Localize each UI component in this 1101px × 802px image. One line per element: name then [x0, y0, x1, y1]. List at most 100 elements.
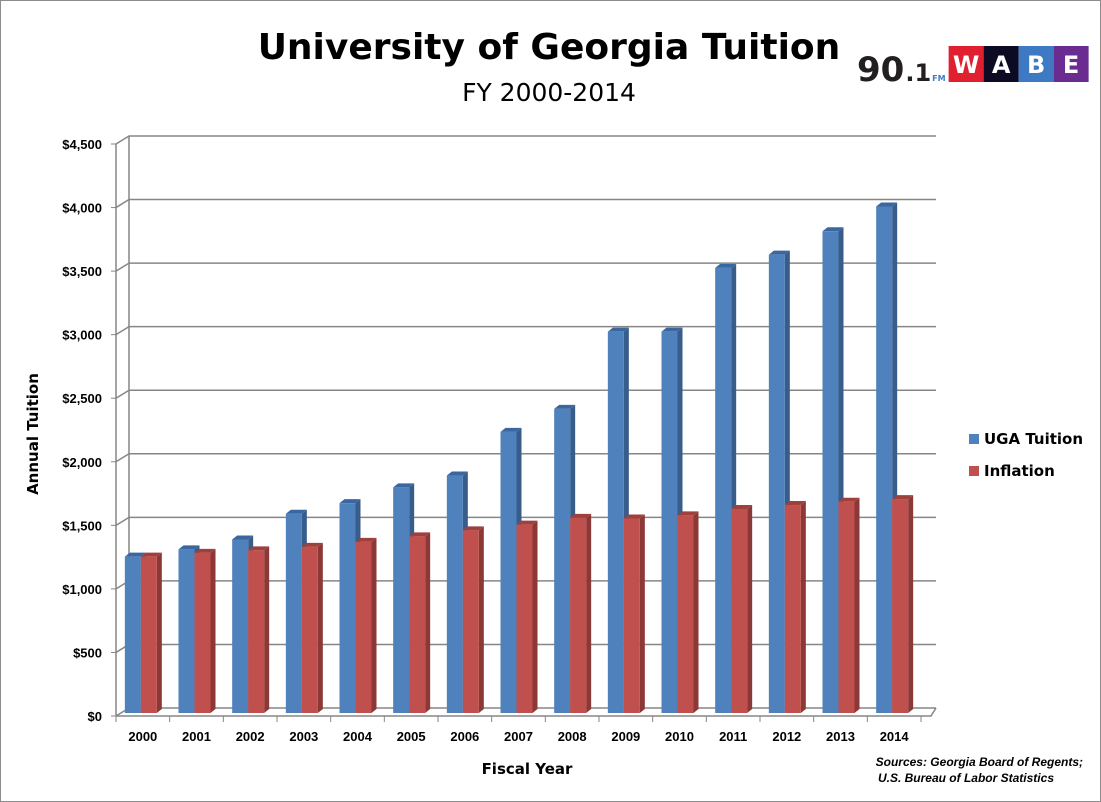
bar-top — [446, 471, 468, 476]
x-tick-label: 2004 — [343, 729, 373, 744]
bar-top — [462, 526, 484, 531]
bar-front — [731, 508, 748, 713]
y-tick-label: $4,000 — [62, 201, 102, 216]
bar-top — [301, 542, 323, 547]
x-axis-label: Fiscal Year — [482, 760, 573, 778]
bar-inflation-2004 — [355, 537, 377, 713]
x-tick-label: 2003 — [289, 729, 318, 744]
bar-front — [446, 475, 463, 713]
logo-box-w — [948, 46, 984, 82]
bar-front — [393, 487, 410, 713]
logo-letter: E — [1063, 51, 1079, 79]
y-tick-label: $3,500 — [62, 264, 102, 279]
bar-top — [393, 483, 415, 488]
y-tick-label: $500 — [73, 645, 102, 660]
x-tick-label: 2010 — [665, 729, 694, 744]
gridline — [115, 135, 936, 145]
y-tick-label: $0 — [88, 709, 102, 724]
bar-inflation-2013 — [838, 497, 860, 713]
bar-front — [768, 254, 785, 713]
bar-top — [232, 535, 254, 540]
bar-top — [248, 546, 270, 551]
y-tick-label: $4,500 — [62, 137, 102, 152]
bar-front — [623, 518, 640, 713]
bar-front — [838, 501, 855, 713]
y-tick-label: $1,000 — [62, 582, 102, 597]
bar-top — [554, 404, 576, 409]
bar-inflation-2011 — [731, 504, 753, 713]
gridline — [115, 198, 936, 209]
x-tick-label: 2002 — [236, 729, 265, 744]
bar-inflation-2001 — [194, 548, 216, 713]
bar-front — [301, 546, 318, 713]
bar-inflation-2000 — [140, 552, 162, 713]
bar-front — [339, 503, 356, 713]
bar-top — [731, 504, 753, 509]
bar-side — [264, 546, 270, 713]
bar-top — [876, 202, 898, 207]
bar-top — [516, 520, 538, 525]
bar-front — [516, 524, 533, 713]
bar-top — [339, 499, 361, 504]
bar-front — [285, 513, 302, 713]
y-tick-label: $3,000 — [62, 328, 102, 343]
bar-side — [747, 504, 753, 713]
bar-top — [124, 552, 146, 557]
bar-top — [784, 501, 806, 506]
bar-top — [194, 548, 216, 553]
bar-front — [462, 530, 479, 713]
logo-dot-one: .1 — [905, 59, 931, 87]
bar-top — [409, 532, 431, 537]
logo-letter: B — [1027, 51, 1045, 79]
x-tick-label: 2009 — [611, 729, 640, 744]
bar-side — [210, 548, 216, 713]
legend-swatch-uga-tuition — [969, 434, 979, 444]
bar-top — [285, 509, 307, 514]
bar-side — [854, 497, 860, 713]
bar-front — [677, 515, 694, 713]
bar-top — [768, 250, 790, 255]
bar-top — [178, 545, 200, 550]
bar-front — [784, 505, 801, 713]
bar-top — [661, 327, 683, 332]
source-line-1: Sources: Georgia Board of Regents; — [876, 755, 1083, 769]
bar-front — [248, 550, 265, 713]
x-tick-label: 2001 — [182, 729, 211, 744]
bar-side — [478, 526, 484, 713]
legend-label-uga-tuition: UGA Tuition — [984, 430, 1083, 448]
bar-front — [194, 552, 211, 713]
x-tick-label: 2013 — [826, 729, 855, 744]
bar-side — [425, 532, 431, 713]
bar-inflation-2006 — [462, 526, 484, 713]
bar-side — [908, 495, 914, 713]
logo-box-a — [983, 46, 1019, 82]
legend-swatch-inflation — [969, 466, 979, 476]
gridline — [115, 262, 936, 272]
logo-box-e — [1053, 46, 1089, 82]
bar-front — [607, 331, 624, 713]
x-tick-label: 2005 — [397, 729, 426, 744]
bar-inflation-2007 — [516, 520, 538, 713]
bar-front — [822, 231, 839, 713]
bar-front — [232, 539, 249, 713]
chart-title: University of Georgia Tuition — [258, 27, 841, 68]
logo-box-b — [1018, 46, 1054, 82]
x-tick-label: 2007 — [504, 729, 533, 744]
bar-side — [800, 501, 806, 713]
chart-subtitle: FY 2000-2014 — [462, 78, 636, 107]
bar-side — [156, 552, 162, 713]
bar-top — [715, 263, 737, 268]
bar-front — [355, 541, 372, 713]
legend-label-inflation: Inflation — [984, 462, 1055, 480]
bar-front — [124, 556, 141, 713]
x-tick-label: 2014 — [880, 729, 910, 744]
gridline — [115, 389, 936, 399]
x-axis-line — [116, 707, 937, 717]
bar-front — [715, 267, 732, 713]
bar-front — [661, 331, 678, 713]
bar-top — [607, 327, 629, 332]
bar-side — [693, 511, 699, 713]
bar-inflation-2008 — [570, 513, 592, 713]
